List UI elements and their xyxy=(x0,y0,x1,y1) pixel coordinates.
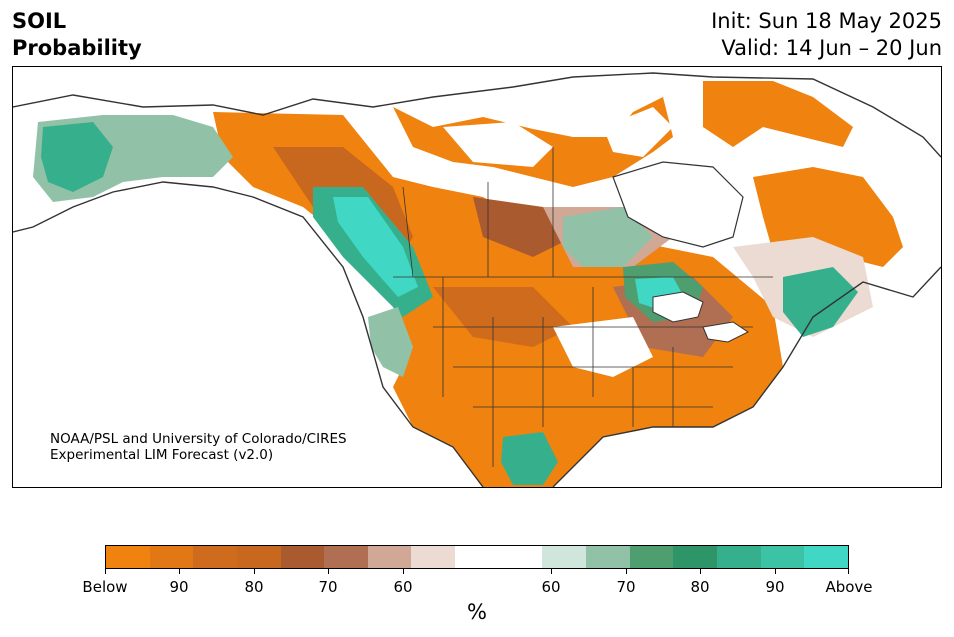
init-date: Init: Sun 18 May 2025 xyxy=(711,9,942,33)
colorbar-tick-label: Below xyxy=(82,578,128,596)
colorbar-tick-label: 60 xyxy=(541,578,561,596)
above-region-ontario xyxy=(563,207,653,267)
colorbar-segment xyxy=(586,546,630,568)
great-lakes xyxy=(652,291,749,343)
colorbar-tick-label: 80 xyxy=(690,578,710,596)
valid-dates: Valid: 14 Jun – 20 Jun xyxy=(721,36,942,60)
colorbar-tick-label: 90 xyxy=(169,578,189,596)
colorbar-tick xyxy=(551,569,552,574)
colorbar xyxy=(105,545,849,569)
colorbar-tick-label: 90 xyxy=(765,578,785,596)
colorbar-ticks: Below 90 80 70 60 60 70 80 90 Above xyxy=(82,569,873,596)
colorbar-segment xyxy=(716,546,761,568)
map-title: SOIL Probability xyxy=(12,8,142,62)
colorbar-segment xyxy=(455,546,499,568)
colorbar-tick xyxy=(328,569,329,574)
above-region-mexico xyxy=(501,432,558,485)
white-gap-1 xyxy=(443,122,553,167)
colorbar-tick-label: 70 xyxy=(616,578,636,596)
colorbar-segment xyxy=(324,546,368,568)
map-canvas xyxy=(13,72,941,487)
credit-line-1: NOAA/PSL and University of Colorado/CIRE… xyxy=(50,431,347,447)
colorbar-segment xyxy=(629,546,674,568)
forecast-dates: Init: Sun 18 May 2025 Valid: 14 Jun – 20… xyxy=(711,8,942,62)
colorbar-segment xyxy=(804,546,848,568)
coastline xyxy=(13,72,941,487)
hudson-bay xyxy=(612,161,744,248)
colorbar-unit: % xyxy=(467,600,487,624)
title-line-2: Probability xyxy=(12,36,142,60)
colorbar-tick xyxy=(254,569,255,574)
above-region-coast xyxy=(368,307,413,377)
credit-line-2: Experimental LIM Forecast (v2.0) xyxy=(50,447,274,463)
colorbar-segment xyxy=(411,546,456,568)
colorbar-tick xyxy=(700,569,701,574)
white-gap-3 xyxy=(603,107,673,157)
colorbar-segment xyxy=(542,546,587,568)
title-line-1: SOIL xyxy=(12,9,67,33)
colorbar-segment xyxy=(760,546,805,568)
above-region-quebec xyxy=(783,267,858,337)
colorbar-tick-label: 80 xyxy=(244,578,264,596)
colorbar-tick xyxy=(179,569,180,574)
colorbar-tick xyxy=(775,569,776,574)
colorbar-tick xyxy=(105,569,106,574)
colorbar-tick xyxy=(403,569,404,574)
colorbar-segment xyxy=(149,546,194,568)
colorbar-segment xyxy=(367,546,412,568)
colorbar-segment xyxy=(193,546,237,568)
colorbar-tick xyxy=(626,569,627,574)
colorbar-segment xyxy=(673,546,717,568)
colorbar-tick xyxy=(848,569,849,574)
political-boundaries xyxy=(393,147,773,467)
white-gap-2 xyxy=(553,317,653,377)
colorbar-tick-label: 70 xyxy=(318,578,338,596)
below-region-ne xyxy=(703,81,853,147)
map-credit: NOAA/PSL and University of Colorado/CIRE… xyxy=(50,431,347,463)
colorbar-tick-label: 60 xyxy=(393,578,413,596)
colorbar-segment xyxy=(280,546,325,568)
colorbar-segment xyxy=(498,546,543,568)
forecast-map: NOAA/PSL and University of Colorado/CIRE… xyxy=(12,66,942,488)
colorbar-segment xyxy=(106,546,150,568)
colorbar-tick-label: Above xyxy=(825,578,873,596)
dark-patch-3 xyxy=(433,287,573,347)
above-region-alaska-core xyxy=(41,122,113,192)
colorbar-segment xyxy=(236,546,281,568)
above-region-bc-core xyxy=(333,197,418,297)
